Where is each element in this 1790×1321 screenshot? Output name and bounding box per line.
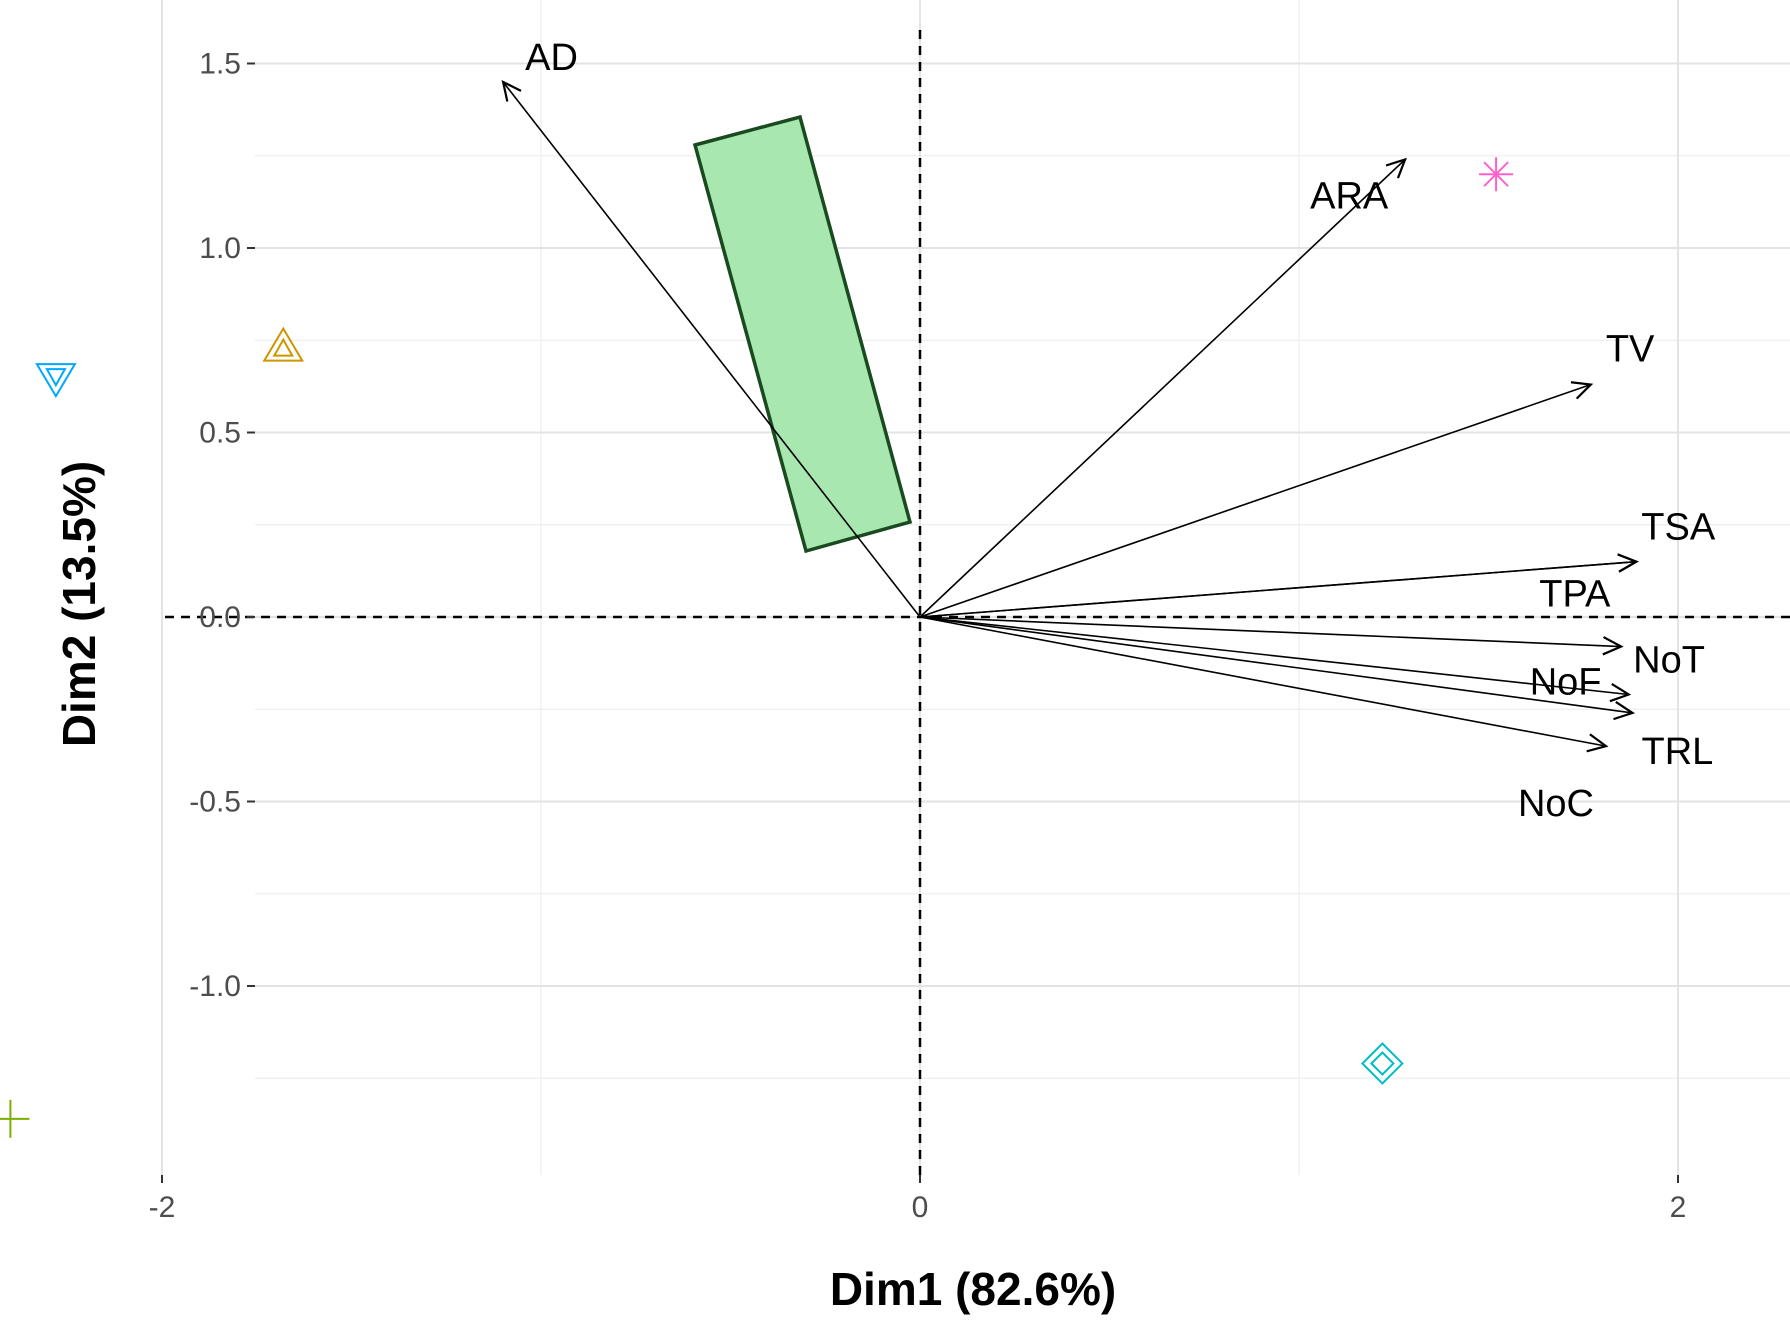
vector-label-tpa: TPA [1539, 574, 1611, 616]
vector-label-trl: TRL [1642, 731, 1714, 773]
minor-gridlines [255, 0, 1790, 1175]
point-asterisk-stroke [1483, 161, 1509, 187]
vector-arrowhead [1602, 636, 1624, 656]
vector-line [919, 383, 1592, 618]
x-tick-label: 0 [912, 1191, 929, 1224]
vector-arrowhead [1570, 381, 1594, 400]
vector-label-ara: ARA [1310, 175, 1389, 217]
vector-arrowhead [1617, 553, 1639, 573]
y-tick-label: 1.5 [199, 48, 241, 81]
loading-vectors [501, 79, 1639, 753]
vector-label-tv: TV [1606, 329, 1655, 371]
x-tick-label: 2 [1670, 1191, 1687, 1224]
highlight-rectangle [692, 114, 913, 554]
vector-line [919, 616, 1629, 696]
vector-label-noc: NoC [1518, 783, 1594, 825]
vector-line [502, 81, 921, 618]
vector-label-ad: AD [525, 37, 578, 79]
vector-arrowhead [1613, 701, 1636, 721]
x-tick-label: -2 [149, 1191, 176, 1224]
observation-points [0, 157, 1514, 1138]
vector-arrowhead [1609, 682, 1632, 703]
y-axis-ticks: 1.5 1.0 0.5 0.0 -0.5 -1.0 [189, 48, 255, 1003]
vector-arrowhead [1385, 157, 1407, 179]
point-outer-diamond [1360, 1042, 1404, 1085]
point-inner-diamond [1369, 1051, 1395, 1076]
y-tick-label: -1.0 [189, 970, 241, 1003]
vector-label-tsa: TSA [1641, 507, 1716, 549]
point-outer-triangle [262, 326, 305, 362]
vector-line [919, 616, 1607, 747]
vector-arrowhead [1586, 733, 1609, 753]
vector-label-not: NoT [1633, 640, 1705, 682]
vector-arrowhead [501, 79, 522, 102]
vector-line [919, 616, 1633, 714]
x-axis-ticks: -2024 [149, 1175, 1687, 1224]
x-axis-title: Dim1 (82.6%) [830, 1263, 1116, 1315]
y-tick-label: 1.0 [199, 232, 241, 265]
y-tick-label: 0.5 [199, 417, 241, 450]
point-diamond-double [1360, 1042, 1404, 1085]
point-plus [0, 1099, 30, 1138]
vector-line [919, 560, 1637, 618]
point-outer-triangle [35, 363, 77, 399]
highlight-box [692, 114, 913, 554]
point-triangle-up-double [262, 326, 305, 362]
vector-labels: AD ARA TV TSA TPA NoT NoF TRL NoC [525, 37, 1716, 825]
vector-label-nof: NoF [1530, 661, 1602, 703]
vector-line [919, 158, 1406, 618]
point-triangle-down-double [35, 363, 77, 399]
point-asterisk [1479, 157, 1514, 192]
y-tick-label: 0.0 [199, 601, 241, 634]
y-axis-title: Dim2 (13.5%) [53, 461, 105, 747]
point-inner-triangle [45, 368, 67, 388]
point-inner-triangle [272, 337, 294, 357]
y-tick-label: -0.5 [189, 786, 241, 819]
vector-line [919, 616, 1622, 648]
